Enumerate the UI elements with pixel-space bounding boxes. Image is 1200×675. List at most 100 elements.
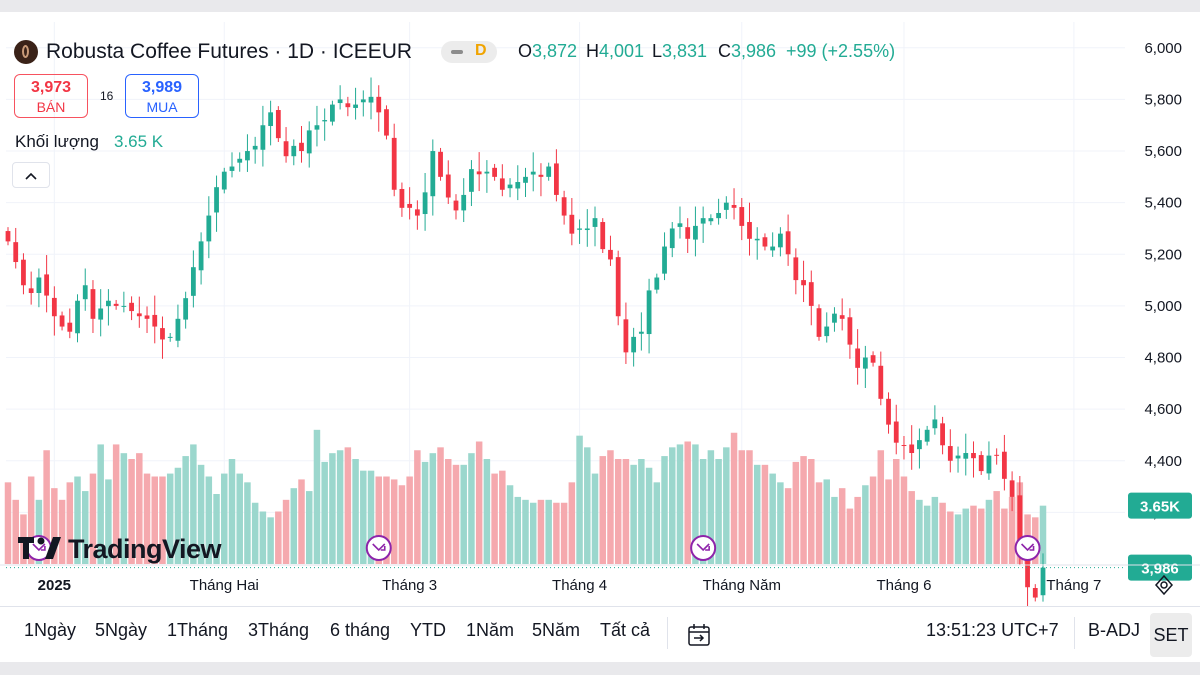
event-marker[interactable]	[365, 535, 392, 561]
candle-body	[747, 222, 752, 239]
volume-bar	[367, 470, 375, 564]
buy-button[interactable]: 3,989 MUA	[125, 74, 199, 118]
candle-body	[592, 218, 598, 227]
volume-bar	[947, 511, 954, 564]
volume-bar	[545, 499, 552, 564]
candle-body	[793, 257, 799, 281]
volume-bar	[800, 456, 807, 564]
volume-bar	[815, 482, 823, 564]
candle-body	[1040, 567, 1046, 596]
timezone-clock[interactable]: 13:51:23 UTC+7	[926, 620, 1059, 640]
candle-body	[963, 453, 969, 459]
ohlc-change: +99 (+2.55%)	[786, 41, 896, 61]
candle-body	[901, 445, 907, 447]
volume-bar	[923, 505, 931, 564]
x-tick-label: Tháng 7	[1046, 577, 1101, 594]
candle-body	[198, 241, 204, 271]
range-1y-button[interactable]: 1Năm	[466, 620, 515, 640]
ohlc-low: L3,831	[652, 41, 708, 61]
volume-bar	[645, 467, 653, 564]
adjustment-button[interactable]: B-ADJ	[1088, 620, 1141, 640]
candle-body	[515, 182, 521, 189]
volume-bar	[831, 496, 838, 564]
market-status-toggle[interactable]: D	[441, 41, 497, 63]
volume-bar	[954, 514, 962, 564]
candle-body	[909, 444, 915, 454]
volume-bar	[460, 464, 467, 564]
volume-bar	[591, 473, 599, 564]
volume-bar	[267, 517, 274, 564]
volume-bar	[4, 482, 12, 564]
event-markers[interactable]	[25, 535, 1041, 561]
candle-body	[129, 302, 134, 312]
volume-bar	[406, 476, 413, 564]
y-tick-label: 4,800	[1144, 350, 1182, 367]
volume-bar	[985, 499, 993, 564]
candle-body	[646, 290, 652, 335]
toolbar-divider	[1074, 617, 1075, 649]
candle-body	[600, 222, 606, 250]
candle-body	[469, 169, 474, 192]
session-button[interactable]: SET	[1150, 613, 1192, 657]
buy-label: MUA	[146, 99, 178, 115]
candle-body	[693, 225, 698, 240]
volume-bar	[653, 482, 661, 564]
volume-bar	[35, 499, 43, 564]
candle-body	[577, 228, 582, 230]
range-3m-button[interactable]: 3Tháng	[248, 620, 310, 640]
candle-body	[82, 285, 88, 300]
candle-body	[28, 288, 34, 293]
volume-bar	[808, 459, 815, 564]
collapse-legend-button[interactable]	[12, 162, 50, 188]
candle-body	[499, 178, 505, 190]
candle-body	[268, 112, 274, 127]
volume-bar	[699, 459, 707, 564]
candle-body	[677, 223, 683, 227]
x-tick-label: Tháng 3	[382, 577, 437, 594]
volume-bar	[514, 496, 522, 564]
volume-bar	[823, 479, 830, 564]
volume-bar	[429, 453, 437, 564]
candle-body	[5, 231, 11, 242]
range-5y-button[interactable]: 5Năm	[532, 620, 581, 640]
volume-bar	[537, 499, 545, 564]
candle-body	[90, 289, 96, 319]
volume-bar	[993, 491, 1000, 564]
range-ytd-button[interactable]: YTD	[410, 620, 446, 640]
dividend-arrow-icon	[32, 543, 46, 552]
volume-bar	[730, 432, 738, 564]
x-axis[interactable]: 2025 Tháng Hai Tháng 3 Tháng 4 Tháng Năm Thán…	[0, 564, 1200, 594]
candle-body	[955, 455, 961, 459]
candle-body	[615, 257, 621, 317]
chevron-up-icon	[25, 172, 37, 180]
candle-body	[453, 200, 459, 211]
range-5d-button[interactable]: 5Ngày	[95, 620, 148, 640]
volume-bar	[499, 470, 506, 564]
volume-bar	[468, 453, 475, 564]
volume-bar	[553, 502, 560, 564]
candle-body	[152, 314, 158, 327]
calendar-goto-icon[interactable]	[686, 622, 712, 648]
event-marker[interactable]	[1014, 535, 1041, 561]
volume-bar	[421, 461, 429, 564]
sell-button[interactable]: 3,973 BÁN	[14, 74, 88, 118]
range-1m-button[interactable]: 1Tháng	[167, 620, 229, 640]
symbol-title[interactable]: Robusta Coffee Futures · 1D · ICEEUR	[46, 40, 413, 63]
volume-bar	[715, 459, 722, 564]
volume-bar	[398, 485, 406, 564]
candle-body	[391, 137, 397, 190]
gear-icon[interactable]	[1154, 575, 1174, 595]
volume-bar	[344, 447, 352, 564]
range-6m-button[interactable]: 6 tháng	[330, 620, 391, 640]
range-1d-button[interactable]: 1Ngày	[24, 620, 77, 640]
candle-body	[376, 96, 382, 113]
volume-legend-label[interactable]: Khối lượng	[15, 132, 99, 151]
y-axis[interactable]: 6,000 5,800 5,600 5,400 5,200 5,000 4,800 4,600…	[1128, 40, 1192, 581]
event-marker[interactable]	[690, 535, 717, 561]
volume-bar	[360, 470, 367, 564]
candle-body	[1025, 552, 1030, 588]
range-all-button[interactable]: Tất cả	[600, 620, 651, 640]
volume-bar	[329, 453, 336, 564]
price-chart[interactable]: 6,000 5,800 5,600 5,400 5,200 5,000 4,800 4,600…	[0, 12, 1200, 606]
candle-body	[190, 267, 196, 296]
